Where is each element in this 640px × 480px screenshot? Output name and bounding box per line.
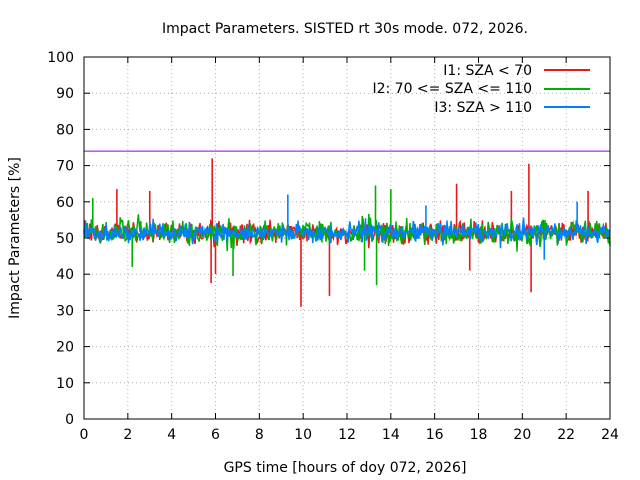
legend-label-i3: I3: SZA > 110 bbox=[434, 100, 532, 116]
y-tick-label: 0 bbox=[65, 412, 74, 428]
x-tick-label: 18 bbox=[470, 427, 488, 443]
legend-label-i2: I2: 70 <= SZA <= 110 bbox=[372, 81, 532, 97]
x-tick-label: 10 bbox=[294, 427, 312, 443]
y-tick-label: 70 bbox=[56, 159, 74, 175]
x-axis-label: GPS time [hours of doy 072, 2026] bbox=[224, 460, 467, 476]
y-tick-label: 100 bbox=[47, 50, 74, 66]
x-tick-label: 16 bbox=[426, 427, 444, 443]
x-tick-label: 2 bbox=[123, 427, 132, 443]
y-tick-label: 90 bbox=[56, 86, 74, 102]
x-tick-label: 20 bbox=[513, 427, 531, 443]
x-tick-label: 12 bbox=[338, 427, 356, 443]
y-tick-label: 60 bbox=[56, 195, 74, 211]
x-tick-label: 4 bbox=[167, 427, 176, 443]
y-axis-label: Impact Parameters [%] bbox=[7, 157, 23, 319]
chart-title: Impact Parameters. SISTED rt 30s mode. 0… bbox=[162, 21, 528, 37]
x-tick-label: 6 bbox=[211, 427, 220, 443]
x-tick-label: 22 bbox=[557, 427, 575, 443]
axis-ticks: 0 2 4 6 8 10 12 14 16 18 20 22 240102030405060708090… bbox=[47, 50, 619, 443]
y-tick-label: 30 bbox=[56, 303, 74, 319]
series-layer bbox=[83, 158, 611, 307]
y-tick-label: 80 bbox=[56, 122, 74, 138]
y-tick-label: 40 bbox=[56, 267, 74, 283]
x-tick-label: 0 bbox=[80, 427, 89, 443]
x-tick-label: 24 bbox=[601, 427, 619, 443]
series-line-i3 bbox=[83, 217, 611, 249]
y-tick-label: 50 bbox=[56, 231, 74, 247]
x-tick-label: 14 bbox=[382, 427, 400, 443]
legend-label-i1: I1: SZA < 70 bbox=[443, 63, 532, 79]
y-tick-label: 10 bbox=[56, 376, 74, 392]
y-tick-label: 20 bbox=[56, 340, 74, 356]
legend: I1: SZA < 70 I2: 70 <= SZA <= 110 I3: SZ… bbox=[372, 63, 590, 116]
x-tick-label: 8 bbox=[255, 427, 264, 443]
